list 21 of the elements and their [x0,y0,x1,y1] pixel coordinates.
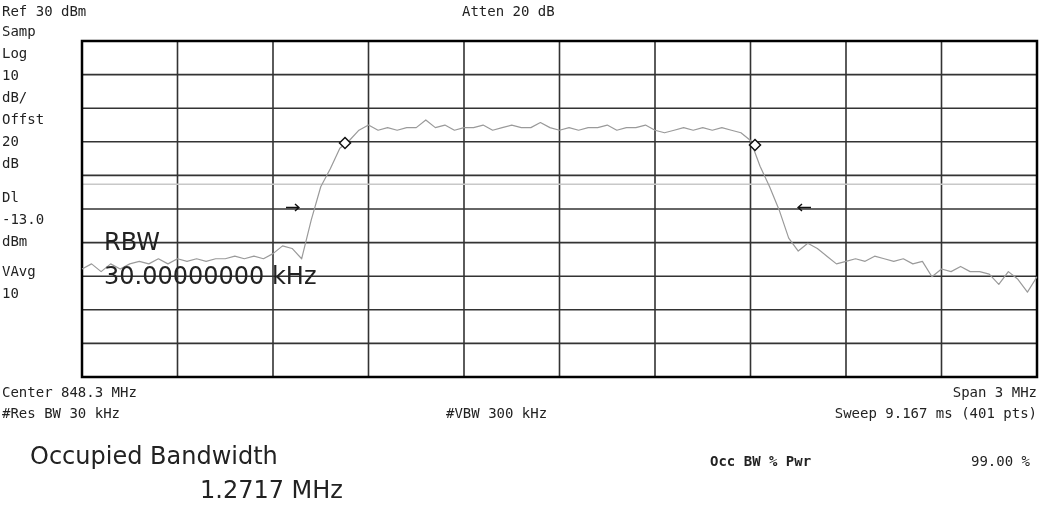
text: dB [2,154,19,172]
text: Center 848.3 MHz [2,383,137,401]
text: 1.2717 MHz [200,476,343,504]
text: #VBW 300 kHz [446,404,548,422]
text: VAvg [2,262,36,280]
text: dB/ [2,88,28,106]
text: 20 [2,132,19,150]
text: Atten 20 dB [462,2,555,20]
text: Occ BW % Pwr [710,452,812,470]
text: 10 [2,66,19,84]
text: 10 [2,284,19,302]
text: Samp [2,22,36,40]
text: Ref 30 dBm [2,2,87,20]
text: Sweep 9.167 ms (401 pts) [834,404,1037,422]
text: Log [2,44,28,62]
text: Offst [2,110,45,128]
text: 99.00 % [970,452,1030,470]
text: Occupied Bandwidth [30,442,278,470]
text: #Res BW 30 kHz [2,404,121,422]
ref-line-label: Dl -13.0 dBm [2,188,45,251]
text: Span 3 MHz [952,383,1037,401]
